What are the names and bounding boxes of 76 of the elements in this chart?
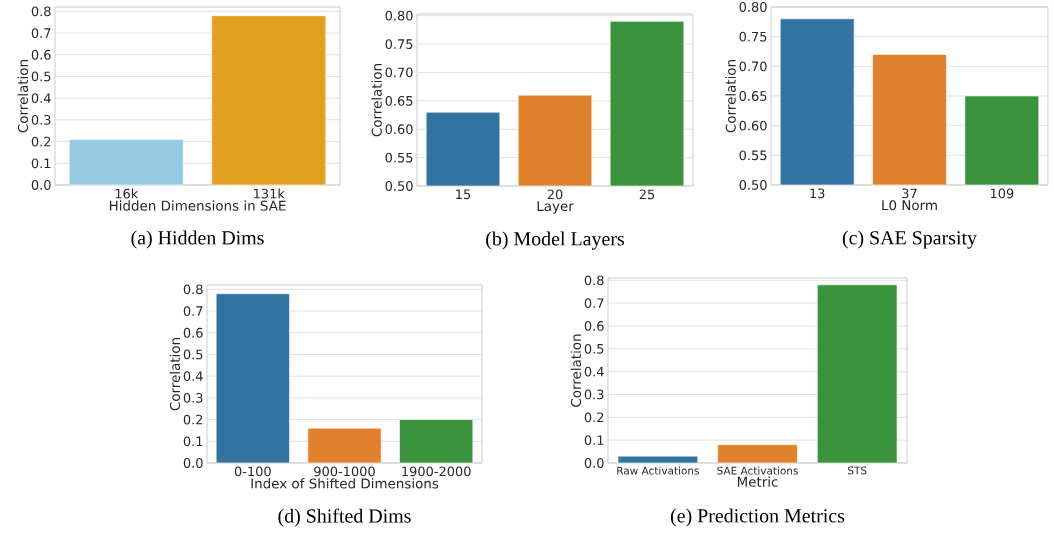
y-tick-label: 0.4 [584, 366, 604, 377]
x-tick-label: 109 [990, 188, 1014, 199]
y-tick-label: 0.8 [31, 6, 51, 17]
bar [215, 293, 290, 464]
y-tick-label: 0.3 [183, 392, 203, 403]
x-tick-label: 37 [902, 188, 917, 199]
y-tick-label: 0.80 [739, 2, 767, 12]
text: (b) Model Layers [486, 231, 624, 250]
y-axis-title: Correlation [17, 60, 29, 133]
y-tick-label: 0.4 [183, 371, 203, 382]
text: (d) Shifted Dims [278, 508, 411, 527]
x-tick-label: 1900-2000 [402, 466, 471, 477]
x-axis-title: Metric [737, 476, 778, 487]
x-tick-label: 25 [639, 189, 655, 200]
y-tick-label: 0.65 [385, 95, 413, 106]
x-tick-label: 131k [254, 188, 285, 199]
y-tick-label: 0.8 [584, 275, 604, 286]
y-tick-label: 0.65 [739, 91, 767, 101]
x-tick-label: 20 [547, 189, 563, 200]
y-axis-title: Correlation [371, 64, 382, 137]
x-tick-label: STS [848, 466, 867, 475]
y-tick-label: 0.50 [739, 180, 767, 190]
y-tick-label: 0.3 [31, 114, 51, 125]
y-tick-label: 0.70 [385, 67, 413, 78]
y-tick-label: 0.8 [183, 284, 203, 295]
y-tick-label: 0.75 [739, 31, 767, 42]
y-axis-title: Correlation [169, 338, 181, 411]
text: (e) Prediction Metrics [670, 508, 845, 527]
y-tick-label: 0.60 [385, 124, 413, 135]
y-tick-label: 0.50 [385, 181, 413, 191]
x-axis-title: Layer [537, 201, 574, 214]
y-tick-label: 0.5 [31, 71, 51, 82]
y-tick-label: 0.1 [183, 436, 203, 447]
y-tick-label: 0.0 [183, 458, 203, 468]
text: (a) Hidden Dims [131, 230, 264, 249]
y-tick-label: 0.70 [739, 61, 767, 72]
y-tick-label: 0.5 [183, 349, 203, 360]
text: (c) SAE Sparsity [842, 230, 977, 249]
bar [399, 419, 474, 464]
y-axis-title: Correlation [570, 334, 582, 407]
y-tick-label: 0.2 [584, 412, 604, 423]
y-tick-label: 0.55 [739, 150, 767, 161]
y-tick-label: 0.2 [31, 136, 51, 147]
y-tick-label: 0.75 [385, 39, 413, 49]
y-axis-title: Correlation [725, 60, 736, 133]
x-tick-label: 13 [810, 188, 825, 199]
bar [617, 455, 699, 464]
y-tick-label: 0.5 [584, 343, 604, 354]
y-tick-label: 0.1 [31, 158, 51, 169]
bar [717, 444, 798, 464]
y-tick-label: 0.0 [584, 458, 604, 468]
y-tick-label: 0.4 [31, 93, 51, 104]
y-tick-label: 0.55 [385, 152, 413, 163]
x-tick-label: 15 [456, 189, 471, 200]
y-tick-label: 0.6 [584, 321, 604, 331]
y-tick-label: 0.6 [183, 327, 203, 338]
y-tick-label: 0.7 [584, 298, 604, 309]
x-axis-title: Index of Shifted Dimensions [251, 478, 439, 489]
bar [817, 284, 898, 464]
y-tick-label: 0.80 [385, 10, 413, 21]
y-tick-label: 0.7 [31, 28, 51, 38]
y-tick-label: 0.0 [31, 180, 51, 190]
x-axis-title: Hidden Dimensions in SAE [109, 200, 286, 211]
x-tick-label: 900-1000 [314, 466, 375, 477]
y-tick-label: 0.3 [584, 389, 604, 400]
y-tick-label: 0.6 [31, 49, 51, 60]
bar [307, 427, 382, 464]
y-tick-label: 0.7 [183, 306, 203, 316]
y-tick-label: 0.2 [183, 414, 203, 425]
y-tick-label: 0.60 [739, 120, 767, 131]
x-tick-label: 16k [115, 188, 139, 199]
y-tick-label: 0.1 [584, 435, 604, 446]
x-axis-title: L0 Norm [882, 200, 937, 211]
x-tick-label: SAE Activations [717, 466, 798, 475]
x-tick-label: Raw Activations [617, 466, 699, 475]
x-tick-label: 0-100 [234, 466, 271, 477]
